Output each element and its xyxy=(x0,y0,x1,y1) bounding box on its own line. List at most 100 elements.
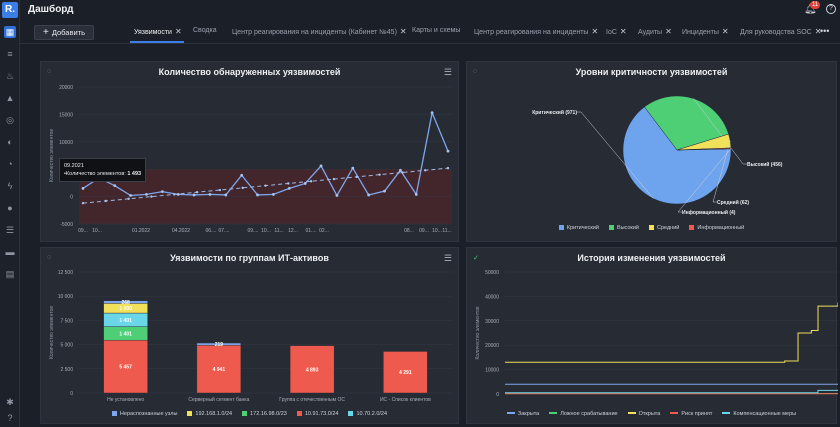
slice-label: Высокий (456) xyxy=(747,161,783,168)
data-point xyxy=(208,193,212,196)
x-tick-label: 11... xyxy=(442,228,451,234)
tab-bar: + Добавить Уязвимости ✕ Сводка Центр реаги… xyxy=(20,20,840,44)
close-icon[interactable]: ✕ xyxy=(619,27,627,36)
warning-icon[interactable]: ▲ xyxy=(5,93,15,103)
data-point xyxy=(145,193,148,196)
close-icon[interactable]: ✕ xyxy=(665,27,672,36)
list-icon[interactable]: ☰ xyxy=(5,225,15,235)
tab-summary[interactable]: Сводка xyxy=(193,27,217,34)
legend-label: Закрыта xyxy=(517,411,540,417)
legend-label: Критический xyxy=(566,225,599,231)
data-point xyxy=(446,149,450,153)
grid-icon[interactable]: ▦ xyxy=(4,26,16,38)
alert-icon[interactable]: ● xyxy=(7,203,13,213)
y-tick-label: 50000 xyxy=(485,270,499,276)
legend-item[interactable]: 10.70.2.0/24 xyxy=(348,411,387,417)
legend-item[interactable]: Риск принят xyxy=(670,411,712,417)
folder-icon[interactable]: ▬ xyxy=(5,247,15,257)
legend-item[interactable]: Открыта xyxy=(627,411,660,417)
legend-item[interactable]: 10.91.73.0/24 xyxy=(296,411,338,417)
legend-item[interactable]: Ложное срабатывание xyxy=(549,411,618,417)
data-point xyxy=(335,194,339,197)
data-point xyxy=(414,193,418,196)
database-icon[interactable]: ≡ xyxy=(7,49,13,59)
close-icon[interactable]: ✕ xyxy=(591,27,599,36)
trend-point xyxy=(173,193,176,196)
legend-item[interactable]: Критический xyxy=(558,225,599,231)
slice-leader-line xyxy=(577,111,654,199)
legend-item[interactable]: Закрыта xyxy=(506,411,540,417)
legend-swatch xyxy=(558,225,564,230)
tab-soc-management[interactable]: Для руководства SOC ✕ xyxy=(740,27,821,36)
menu-icon[interactable]: ☰ xyxy=(443,67,452,77)
refresh-icon[interactable]: ◌ xyxy=(47,68,52,75)
x-tick-label: 08... xyxy=(404,228,414,234)
slice-leader-line xyxy=(693,98,747,165)
bar-segment xyxy=(103,300,148,304)
legend-label: Риск принят xyxy=(681,411,713,417)
slice-leader-line xyxy=(677,148,732,213)
tab-ioc[interactable]: IoC ✕ xyxy=(606,27,627,36)
settings-icon[interactable]: ✱ xyxy=(6,397,14,407)
menu-icon[interactable]: ☰ xyxy=(443,253,452,263)
x-tick-label: 09... xyxy=(419,228,429,234)
bolt-icon[interactable]: ϟ xyxy=(7,181,13,191)
tab-label: Уязвимости xyxy=(134,29,172,36)
legend-swatch xyxy=(506,412,515,414)
data-point xyxy=(256,193,259,197)
fire-icon[interactable]: ♨ xyxy=(5,71,15,81)
data-point xyxy=(113,184,117,188)
series-line-actual xyxy=(82,110,449,197)
more-tabs-icon[interactable]: ••• xyxy=(820,26,830,36)
trend-point xyxy=(264,184,267,187)
report-icon[interactable]: ▤ xyxy=(5,269,15,279)
legend-item[interactable]: 172.16.98.0/23 xyxy=(242,411,287,417)
legend-label: Нераспознанные узлы xyxy=(119,411,178,417)
sidebar: R. ▦ ≡ ♨ ▲ ◎ ◐ ◔ ϟ ● ☰ ▬ ▤ ✱ ? xyxy=(0,0,20,427)
legend-item[interactable]: Компенсационные меры xyxy=(722,411,796,417)
legend-item[interactable]: Нераспознанные узлы xyxy=(111,411,178,417)
bell-icon[interactable]: 🔔︎ xyxy=(804,4,817,15)
trend-point xyxy=(150,195,153,198)
logo[interactable]: R. xyxy=(2,2,18,18)
legend-label: Ложное срабатывание xyxy=(560,411,618,417)
legend-swatch xyxy=(689,225,695,230)
pie-icon[interactable]: ◔ xyxy=(7,159,13,169)
tab-label: Аудиты xyxy=(638,29,663,36)
legend-item[interactable]: Средний xyxy=(648,225,679,231)
x-tick-label: 02... xyxy=(319,228,329,234)
tab-audits[interactable]: Аудиты ✕ xyxy=(638,27,672,36)
panel-title: Уязвимости по группам ИТ-активов xyxy=(170,253,329,263)
tab-incidents[interactable]: Инциденты ✕ xyxy=(682,27,729,36)
tab-label: Инциденты xyxy=(682,29,719,36)
tab-maps[interactable]: Карты и схемы xyxy=(412,27,460,34)
refresh-icon[interactable]: ◌ xyxy=(473,68,478,75)
close-icon[interactable]: ✕ xyxy=(174,27,182,36)
target-icon[interactable]: ◎ xyxy=(6,115,14,125)
help-circle-icon[interactable]: ? xyxy=(826,4,836,14)
tab-label: IoC xyxy=(606,29,617,36)
trend-point xyxy=(287,182,290,185)
shield-icon[interactable]: ◐ xyxy=(7,137,13,147)
close-icon[interactable]: ✕ xyxy=(721,27,729,36)
bar-legend: Нераспознанные узлы 192.168.1.0/24 172.16.… xyxy=(41,411,458,417)
history-legend: Закрыта Ложное срабатывание Открыта Риск пр… xyxy=(467,411,836,417)
legend-item[interactable]: Высокий xyxy=(608,225,639,231)
tab-vulnerabilities[interactable]: Уязвимости ✕ xyxy=(134,27,182,36)
tab-incident-center[interactable]: Центр реагирования на инциденты ✕ xyxy=(474,27,598,36)
y-tick-label: 15000 xyxy=(59,112,73,118)
data-point xyxy=(129,194,133,197)
plus-icon: + xyxy=(43,27,49,38)
add-button[interactable]: + Добавить xyxy=(34,25,94,40)
tab-incident-center-45[interactable]: Центр реагирования на инциденты (Кабинет… xyxy=(232,27,407,36)
data-point xyxy=(319,164,323,168)
close-icon[interactable]: ✕ xyxy=(399,27,407,36)
legend-item[interactable]: Информационный xyxy=(689,225,744,231)
bar-segment xyxy=(196,344,242,394)
close-icon[interactable]: ✕ xyxy=(814,27,822,36)
x-tick-label: Серверный сегмент банка xyxy=(188,396,249,403)
history-line-chart: 50000 40000 30000 20000 10000 0 Количество эле… xyxy=(475,270,838,398)
legend-item[interactable]: 192.168.1.0/24 xyxy=(187,411,232,417)
refresh-icon[interactable]: ◌ xyxy=(47,254,52,261)
help-icon[interactable]: ? xyxy=(7,413,13,423)
